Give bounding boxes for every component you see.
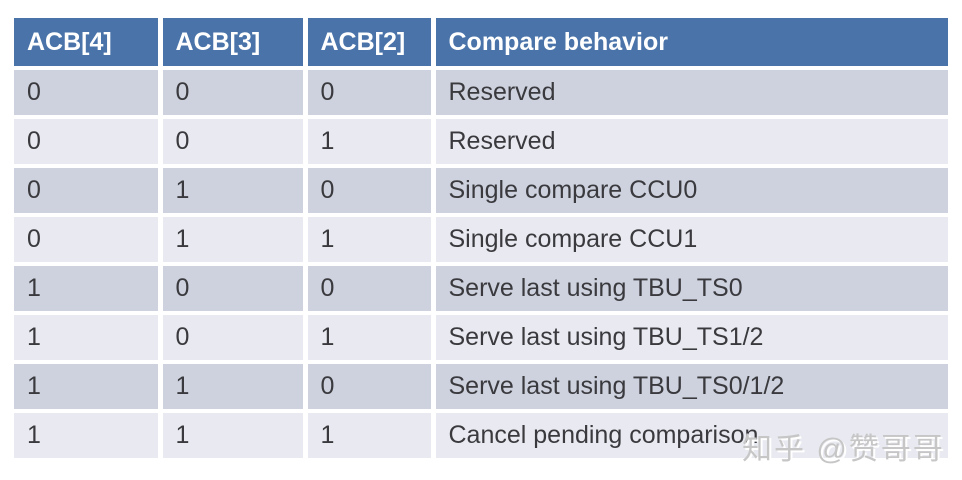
cell-acb2: 1: [305, 117, 436, 168]
cell-acb3: 0: [160, 68, 308, 119]
table-row: 1 1 1 Cancel pending comparison: [14, 411, 948, 458]
header-acb3: ACB[3]: [160, 18, 308, 70]
cell-behavior: Single compare CCU0: [433, 166, 948, 217]
cell-acb3: 1: [160, 166, 308, 217]
cell-acb4: 0: [14, 215, 163, 266]
table-row: 0 0 0 Reserved: [14, 68, 948, 119]
cell-acb2: 1: [305, 215, 436, 266]
cell-acb4: 0: [14, 117, 163, 168]
cell-acb2: 1: [305, 313, 436, 364]
cell-behavior: Serve last using TBU_TS0: [433, 264, 948, 315]
cell-acb4: 1: [14, 411, 163, 458]
cell-behavior: Serve last using TBU_TS1/2: [433, 313, 948, 364]
cell-behavior: Cancel pending comparison: [433, 411, 948, 458]
cell-acb3: 1: [160, 362, 308, 413]
cell-acb3: 1: [160, 215, 308, 266]
cell-behavior: Reserved: [433, 68, 948, 119]
header-compare-behavior: Compare behavior: [433, 18, 948, 70]
cell-behavior: Serve last using TBU_TS0/1/2: [433, 362, 948, 413]
cell-acb2: 0: [305, 264, 436, 315]
table-row: 1 0 0 Serve last using TBU_TS0: [14, 264, 948, 315]
cell-acb2: 0: [305, 362, 436, 413]
cell-acb4: 1: [14, 362, 163, 413]
cell-acb3: 0: [160, 264, 308, 315]
cell-acb2: 0: [305, 68, 436, 119]
cell-acb4: 1: [14, 313, 163, 364]
table-row: 0 1 0 Single compare CCU0: [14, 166, 948, 217]
cell-acb2: 1: [305, 411, 436, 458]
table-header-row: ACB[4] ACB[3] ACB[2] Compare behavior: [14, 18, 948, 70]
cell-acb3: 1: [160, 411, 308, 458]
table-row: 0 0 1 Reserved: [14, 117, 948, 168]
table-row: 1 0 1 Serve last using TBU_TS1/2: [14, 313, 948, 364]
header-acb4: ACB[4]: [14, 18, 163, 70]
cell-acb4: 0: [14, 68, 163, 119]
cell-acb3: 0: [160, 117, 308, 168]
header-acb2: ACB[2]: [305, 18, 436, 70]
table-row: 1 1 0 Serve last using TBU_TS0/1/2: [14, 362, 948, 413]
cell-acb4: 0: [14, 166, 163, 217]
cell-acb3: 0: [160, 313, 308, 364]
cell-acb2: 0: [305, 166, 436, 217]
cell-behavior: Single compare CCU1: [433, 215, 948, 266]
table-row: 0 1 1 Single compare CCU1: [14, 215, 948, 266]
cell-behavior: Reserved: [433, 117, 948, 168]
acb-compare-behavior-table: ACB[4] ACB[3] ACB[2] Compare behavior 0 …: [14, 18, 948, 458]
cell-acb4: 1: [14, 264, 163, 315]
